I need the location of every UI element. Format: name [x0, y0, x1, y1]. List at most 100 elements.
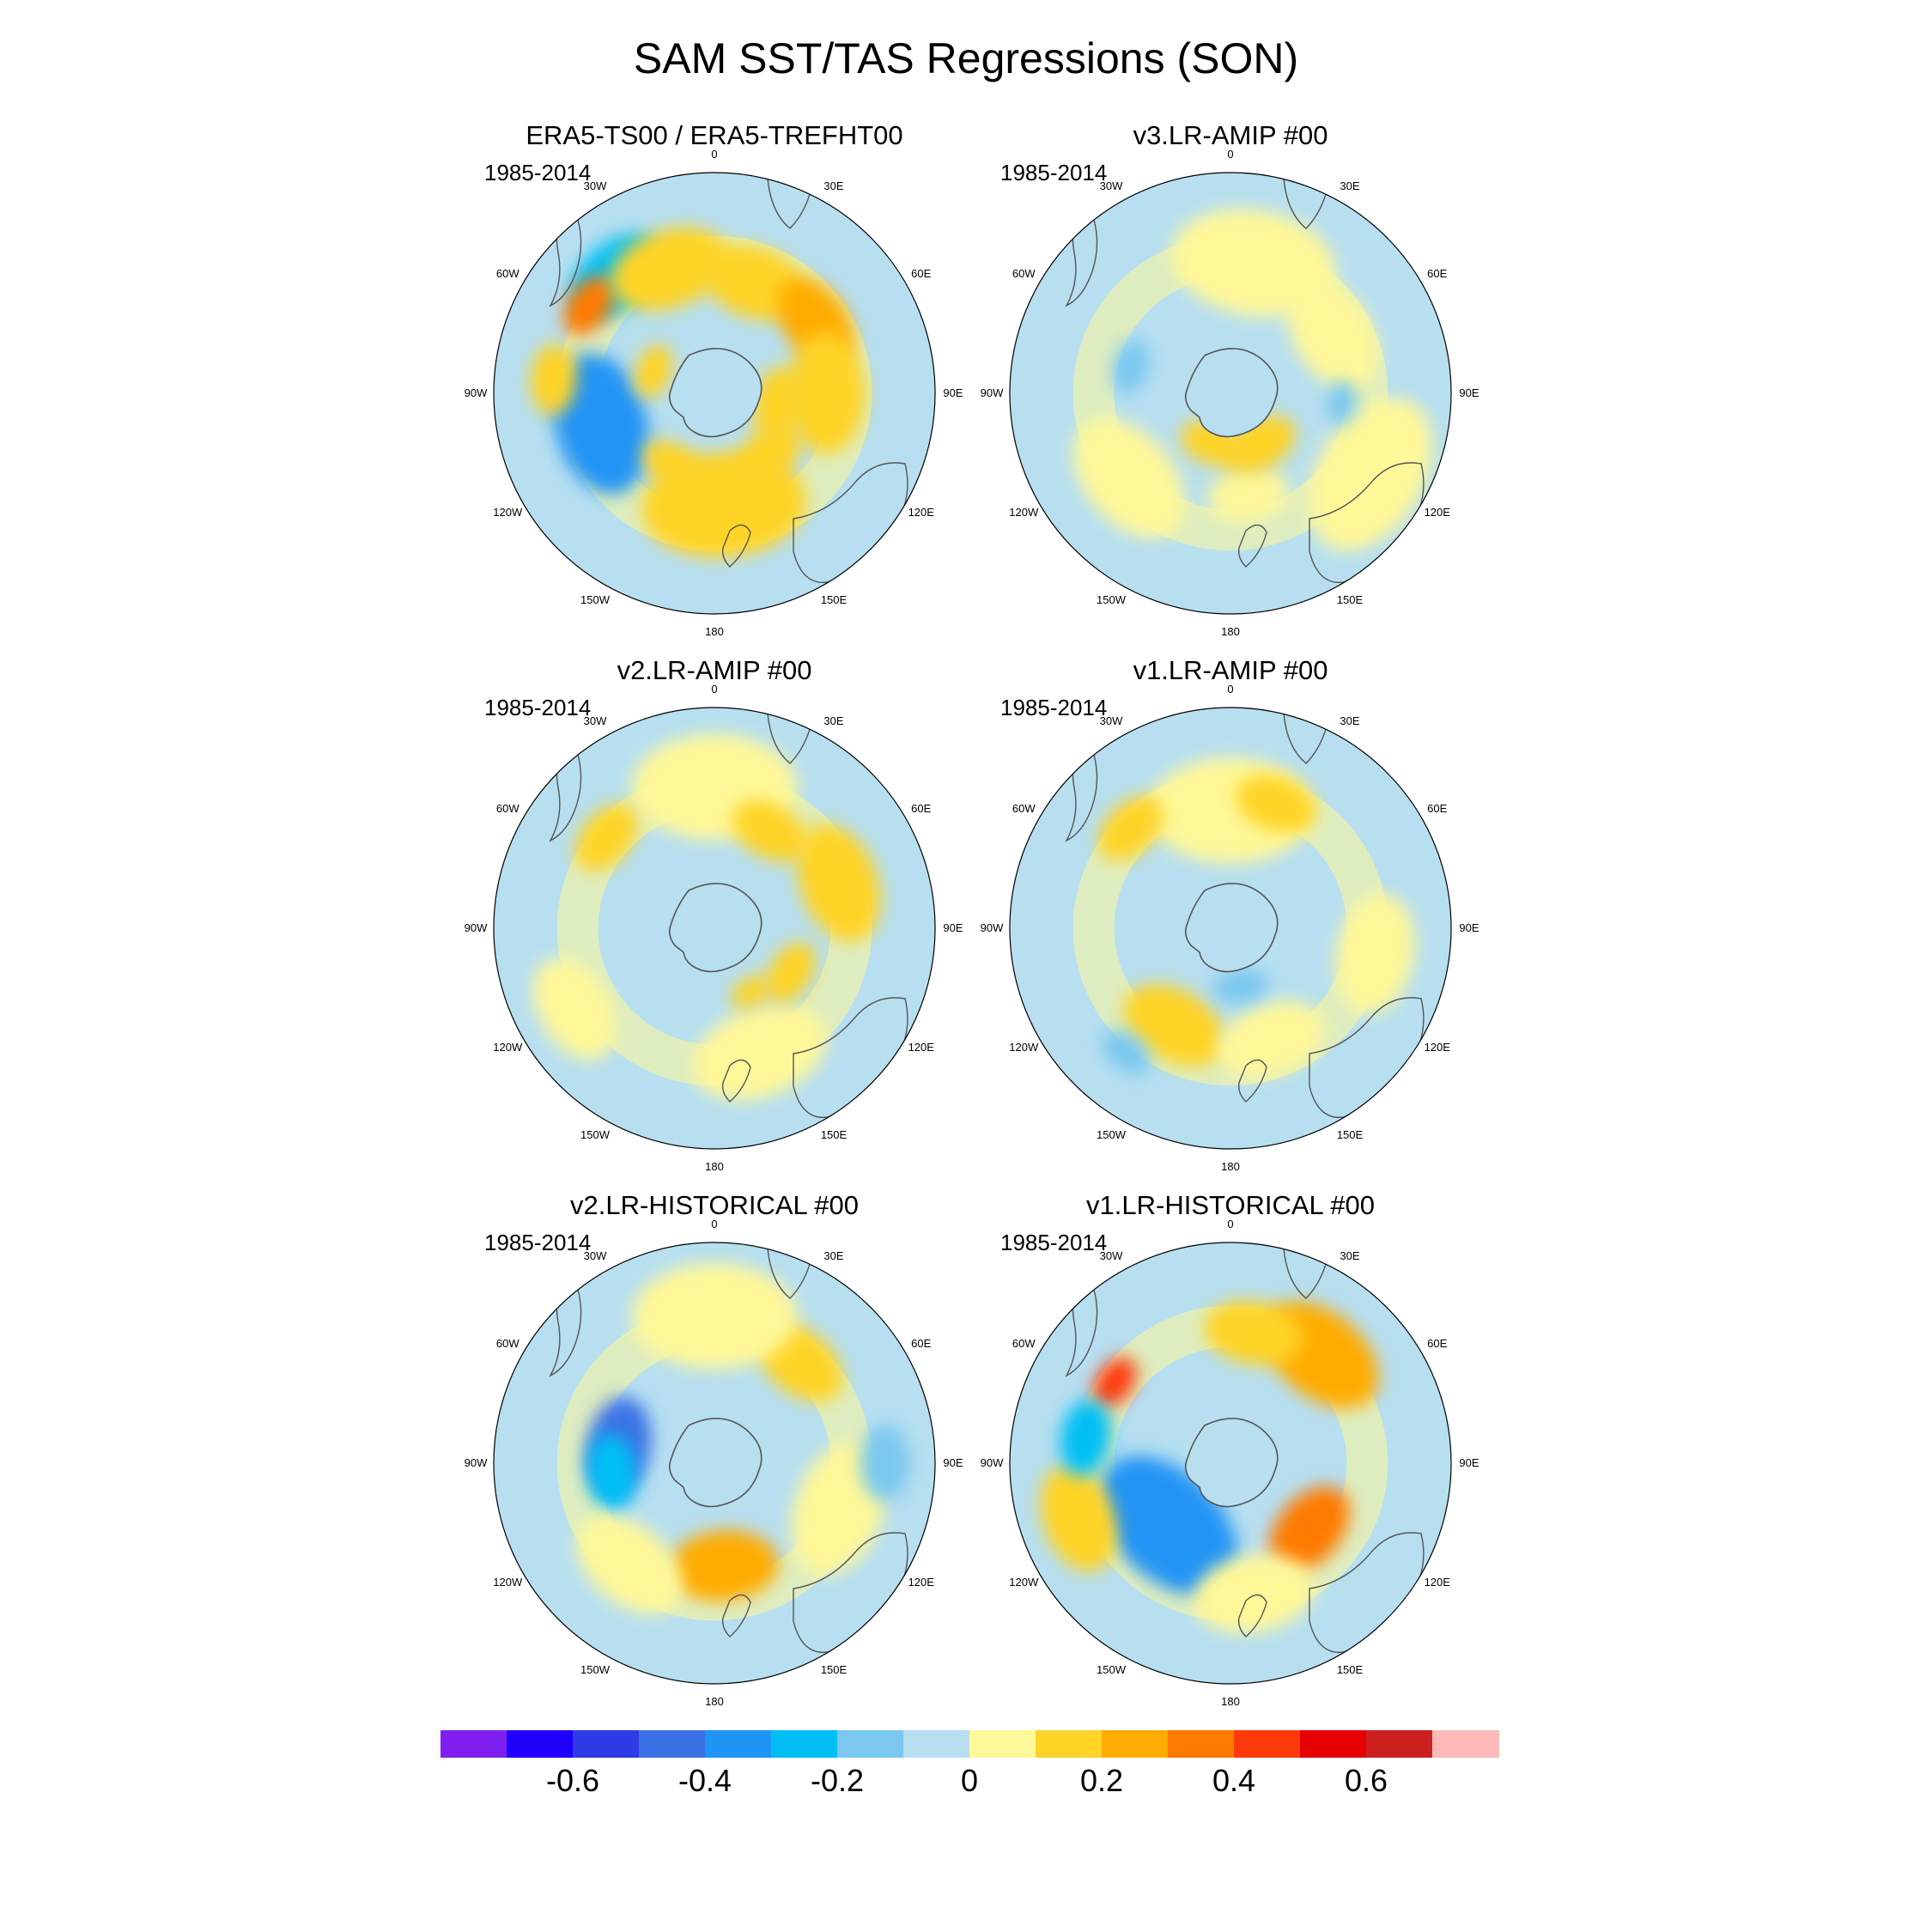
anomaly-blob [631, 1262, 798, 1370]
lon-label-60w: 60W [1012, 267, 1036, 280]
lon-label-60e: 60E [1427, 267, 1448, 280]
colorbar-swatch [1102, 1730, 1169, 1758]
australia-coast [793, 462, 908, 584]
lon-label-120w: 120W [1009, 1576, 1039, 1589]
lon-label-north: 0 [1227, 148, 1234, 161]
lon-label-120e: 120E [908, 1576, 934, 1589]
anomaly-blob [1335, 893, 1415, 1014]
anomaly-blob [668, 1530, 779, 1601]
anomaly-blob [752, 366, 804, 443]
africa-coast [767, 173, 817, 229]
lon-label-120e: 120E [1424, 1576, 1450, 1589]
lon-label-north: 0 [711, 148, 718, 161]
map-border [493, 172, 936, 615]
lon-label-120e: 120E [908, 1041, 934, 1054]
anomaly-blob [732, 800, 809, 863]
lon-label-150e: 150E [820, 592, 848, 606]
lon-label-120w: 120W [493, 1041, 523, 1054]
map-panel: v1.LR-HISTORICAL #00 1985-2014 0 30E 60E 90E 1… [964, 1190, 1497, 1708]
new-zealand-coast [721, 524, 751, 568]
map-border [1009, 707, 1452, 1150]
panel-title: v1.LR-AMIP #00 [1133, 655, 1328, 685]
lon-label-120w: 120W [1009, 1041, 1039, 1054]
lon-label-90e: 90E [943, 386, 963, 399]
lon-label-north: 0 [711, 683, 718, 696]
lon-label-60e: 60E [1427, 802, 1448, 815]
panel-title: ERA5-TS00 / ERA5-TREFHT00 [526, 120, 903, 150]
lon-label-30e: 30E [823, 1249, 844, 1263]
lon-label-60w: 60W [1012, 1337, 1036, 1350]
australia-coast [793, 1532, 908, 1654]
africa-coast [1283, 173, 1333, 229]
anomaly-blob [1093, 1357, 1137, 1407]
lon-label-90w: 90W [464, 386, 488, 399]
anomaly-blob [1236, 775, 1316, 833]
lon-label-150w: 150W [580, 592, 610, 606]
lon-label-north: 0 [711, 1218, 718, 1230]
lon-label-30e: 30E [823, 714, 844, 728]
lon-label-south: 180 [1221, 1160, 1240, 1173]
new-zealand-coast [1237, 524, 1267, 568]
lon-label-90e: 90E [1459, 386, 1479, 399]
africa-coast [767, 708, 817, 764]
anomaly-blob [1217, 1000, 1324, 1078]
lon-label-90e: 90E [943, 1456, 963, 1469]
anomaly-blob [1286, 278, 1378, 391]
anomaly-blob [1040, 1465, 1117, 1572]
lon-label-30e: 30E [1340, 179, 1360, 193]
colorbar-swatch [705, 1730, 772, 1758]
anomaly-blob [1097, 795, 1163, 861]
colorbar-swatch [1036, 1730, 1103, 1758]
map-panel: v1.LR-AMIP #00 1985-2014 0 30E 60E 90E 120E 150… [964, 655, 1497, 1173]
panel-title: v1.LR-HISTORICAL #00 [1086, 1190, 1375, 1220]
lon-label-60w: 60W [1012, 802, 1036, 815]
colorbar-swatch [1366, 1730, 1433, 1758]
anomaly-blob [1112, 339, 1150, 394]
panel-title: v2.LR-HISTORICAL #00 [570, 1190, 859, 1220]
anomaly-blob [797, 824, 881, 942]
polar-map [493, 707, 936, 1150]
lon-label-90e: 90E [943, 921, 963, 934]
lon-label-60w: 60W [495, 267, 519, 280]
lon-label-30w: 30W [1099, 714, 1123, 728]
map-panel: v2.LR-HISTORICAL #00 1985-2014 0 30E 60E 90E 1… [448, 1190, 981, 1708]
lon-label-30e: 30E [1340, 1249, 1360, 1263]
panel-period: 1985-2014 [484, 160, 592, 185]
lon-label-north: 0 [1227, 683, 1234, 696]
antarctica-landmass [1184, 1418, 1279, 1508]
lon-label-30w: 30W [583, 179, 607, 193]
panel-title: v2.LR-AMIP #00 [617, 655, 812, 685]
map-border [493, 707, 936, 1150]
lon-label-150e: 150E [820, 1127, 848, 1141]
anomaly-blob [1309, 398, 1433, 551]
lon-label-150e: 150E [1336, 1127, 1364, 1141]
lon-label-30w: 30W [1099, 1249, 1123, 1263]
australia-coast [1309, 1532, 1425, 1654]
colorbar-swatch [1432, 1730, 1499, 1758]
lon-label-90e: 90E [1459, 1456, 1479, 1469]
anomaly-blob [733, 425, 801, 488]
lon-label-90e: 90E [1459, 921, 1479, 934]
anomaly-blob [1269, 1485, 1350, 1573]
lon-label-90w: 90W [464, 1456, 488, 1469]
lon-label-120e: 120E [1424, 506, 1450, 519]
antarctica-landmass [1184, 348, 1279, 438]
lon-label-south: 180 [1221, 625, 1240, 638]
lon-label-120e: 120E [1424, 1041, 1450, 1054]
australia-coast [1309, 997, 1425, 1119]
lon-label-120w: 120W [1009, 506, 1039, 519]
polar-map [1009, 172, 1452, 615]
anomaly-blob [563, 276, 615, 336]
africa-coast [1283, 1242, 1333, 1299]
panel-period: 1985-2014 [484, 1230, 592, 1255]
colorbar-swatch [771, 1730, 838, 1758]
lon-label-60e: 60E [1427, 1337, 1448, 1350]
antarctica-landmass [1184, 883, 1279, 973]
anomaly-blob [586, 1433, 637, 1511]
anomaly-blob [530, 343, 577, 416]
anomaly-blob [1072, 418, 1185, 538]
colorbar-tick-label: 0.2 [1079, 1763, 1124, 1798]
lon-label-north: 0 [1227, 1218, 1234, 1230]
polar-map [1009, 1242, 1452, 1685]
anomaly-blob [1213, 968, 1268, 1005]
